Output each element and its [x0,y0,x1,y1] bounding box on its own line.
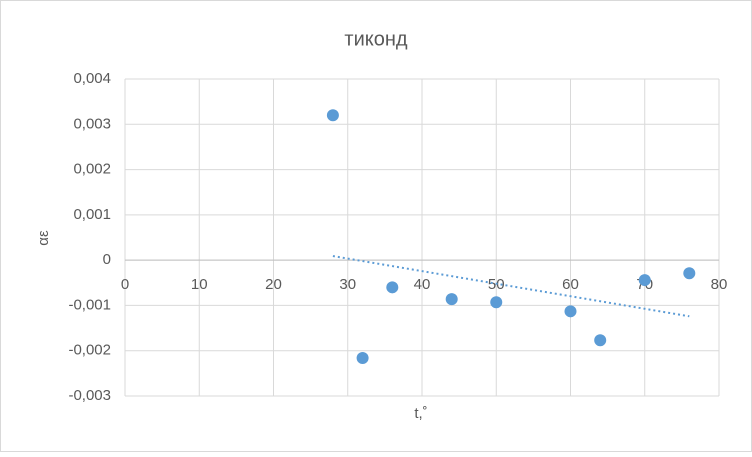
point [326,109,339,122]
point [594,334,607,347]
point [356,351,369,364]
y-tick-label: 0,004 [73,70,111,87]
y-axis-label: αε [35,230,52,246]
point [683,267,696,280]
point [564,305,577,318]
chart-title: тиконд [344,28,407,50]
y-tick-label: 0 [103,251,111,268]
x-tick-label: 80 [711,276,728,293]
y-tick-label: -0,002 [68,342,111,359]
point [445,293,458,306]
y-tick-label: -0,003 [68,387,111,404]
x-tick-label: 30 [339,276,356,293]
x-axis-label: t,˚ [414,405,427,422]
y-tick-label: 0,003 [73,115,111,132]
x-tick-label: 10 [191,276,208,293]
x-tick-label: 40 [414,276,431,293]
x-tick-label: 20 [265,276,282,293]
y-tick-label: -0,001 [68,296,111,313]
trendline [332,255,690,318]
y-tick-label: 0,001 [73,206,111,223]
point [490,296,503,309]
point [386,281,399,294]
x-tick-label: 60 [562,276,579,293]
point [638,274,651,287]
x-tick-label: 0 [121,276,129,293]
y-tick-label: 0,002 [73,161,111,178]
